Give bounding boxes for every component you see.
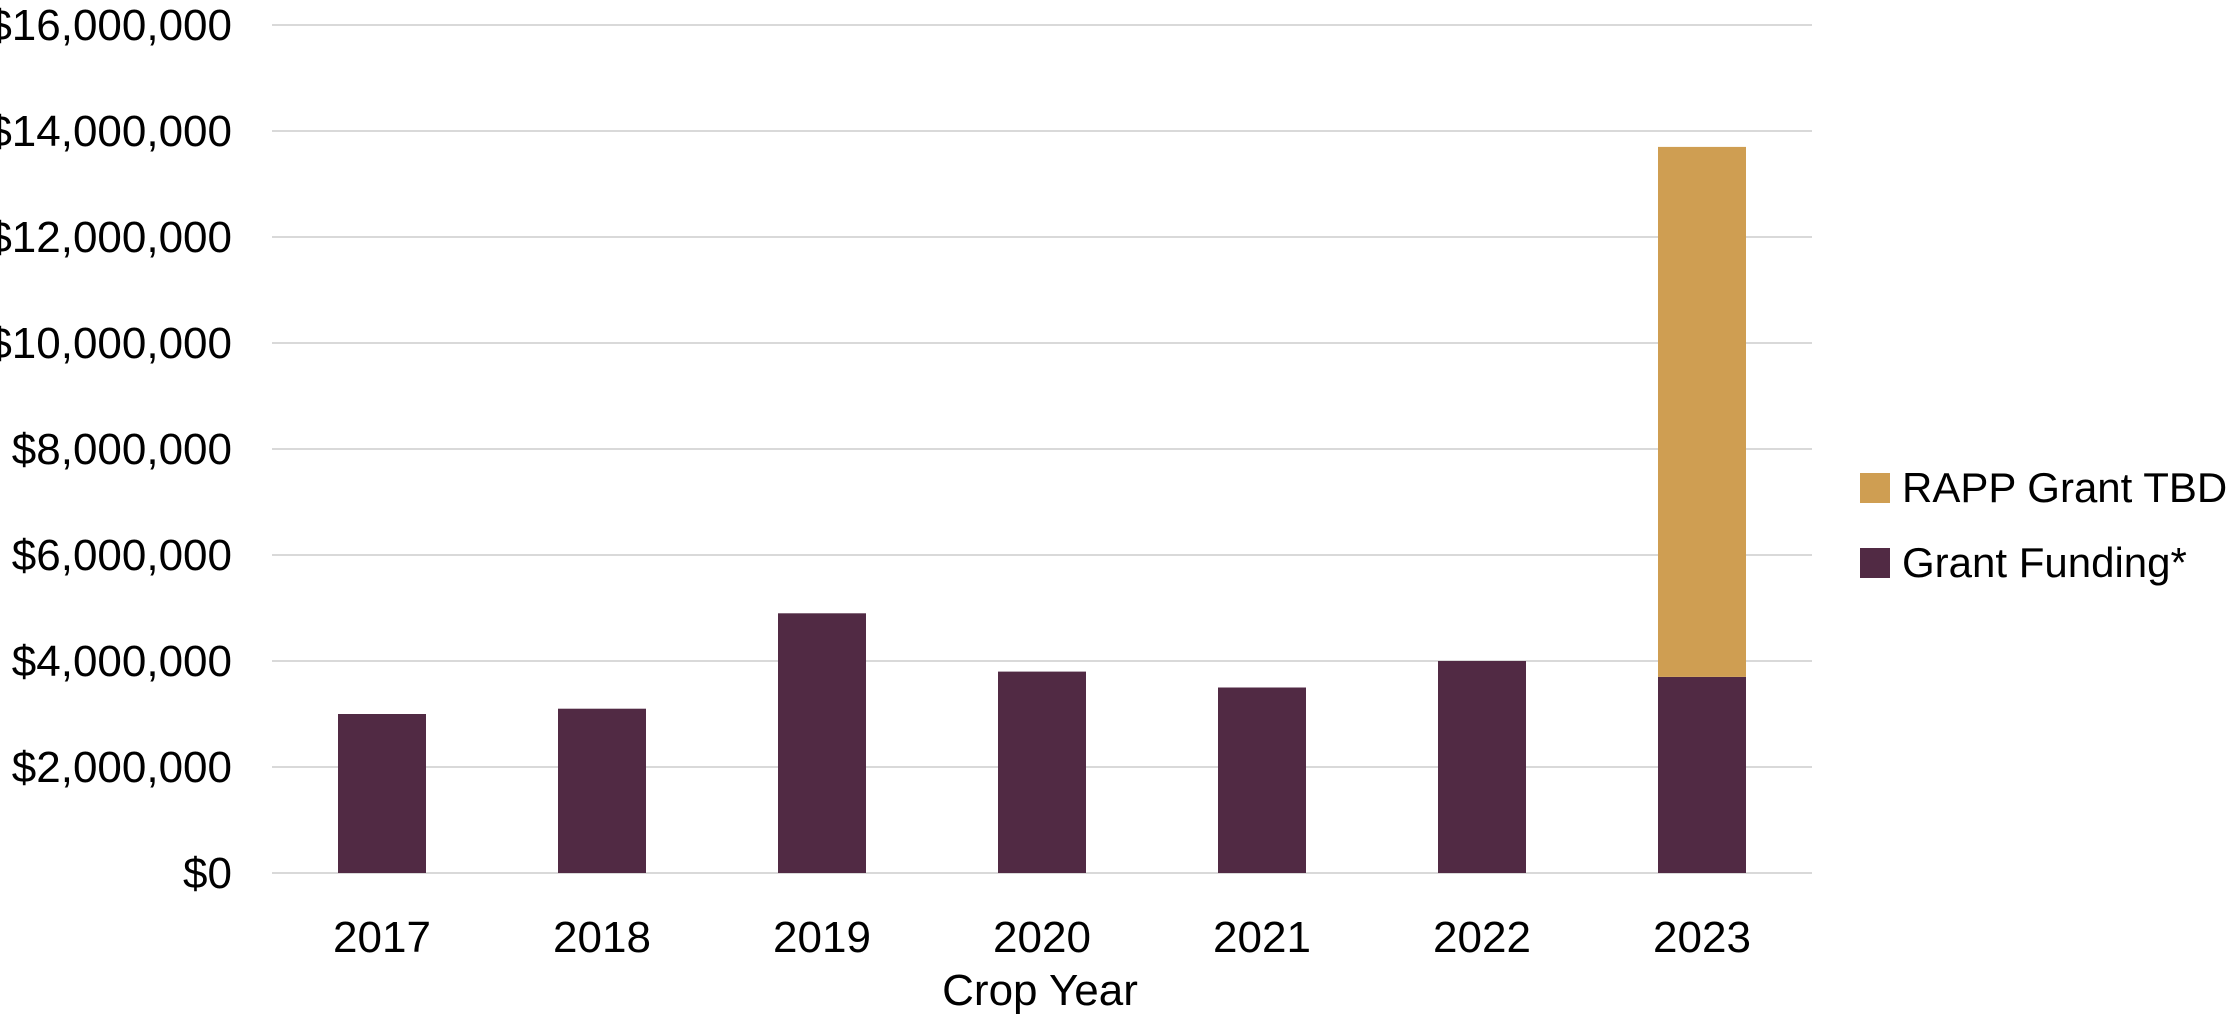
bar-2023-series-0 [1658, 676, 1746, 873]
legend-label: Grant Funding* [1902, 539, 2187, 586]
y-tick-label: $2,000,000 [12, 743, 232, 792]
x-axis-tick-labels: 2017 2018 2019 2020 2021 2022 2023 [333, 913, 1751, 962]
bar-2018-series-0 [558, 708, 646, 873]
x-tick-label: 2022 [1433, 913, 1531, 962]
bar-2017-series-0 [338, 714, 426, 873]
x-tick-label: 2020 [993, 913, 1091, 962]
x-tick-label: 2018 [553, 913, 651, 962]
y-tick-label: $8,000,000 [12, 425, 232, 474]
gridlines [272, 24, 1812, 874]
y-axis-tick-labels: $0 $2,000,000 $4,000,000 $6,000,000 $8,000,0… [0, 1, 232, 898]
bars [338, 146, 1746, 873]
legend-swatch [1860, 473, 1890, 503]
y-tick-label: $0 [183, 849, 232, 898]
y-tick-label: $12,000,000 [0, 213, 232, 262]
legend-swatch [1860, 548, 1890, 578]
x-tick-label: 2017 [333, 913, 431, 962]
bar-2022-series-0 [1438, 661, 1526, 873]
y-tick-label: $10,000,000 [0, 319, 232, 368]
bar-2023-series-1 [1658, 146, 1746, 677]
y-tick-label: $16,000,000 [0, 1, 232, 50]
x-tick-label: 2021 [1213, 913, 1311, 962]
y-tick-label: $4,000,000 [12, 637, 232, 686]
x-tick-label: 2019 [773, 913, 871, 962]
legend: RAPP Grant TBD Grant Funding* [1860, 464, 2227, 586]
legend-label: RAPP Grant TBD [1902, 464, 2227, 511]
y-tick-label: $14,000,000 [0, 107, 232, 156]
bar-2020-series-0 [998, 671, 1086, 873]
x-axis-title: Crop Year [942, 966, 1138, 1015]
y-tick-label: $6,000,000 [12, 531, 232, 580]
x-tick-label: 2023 [1653, 913, 1751, 962]
bar-2021-series-0 [1218, 687, 1306, 873]
bar-2019-series-0 [778, 613, 866, 873]
